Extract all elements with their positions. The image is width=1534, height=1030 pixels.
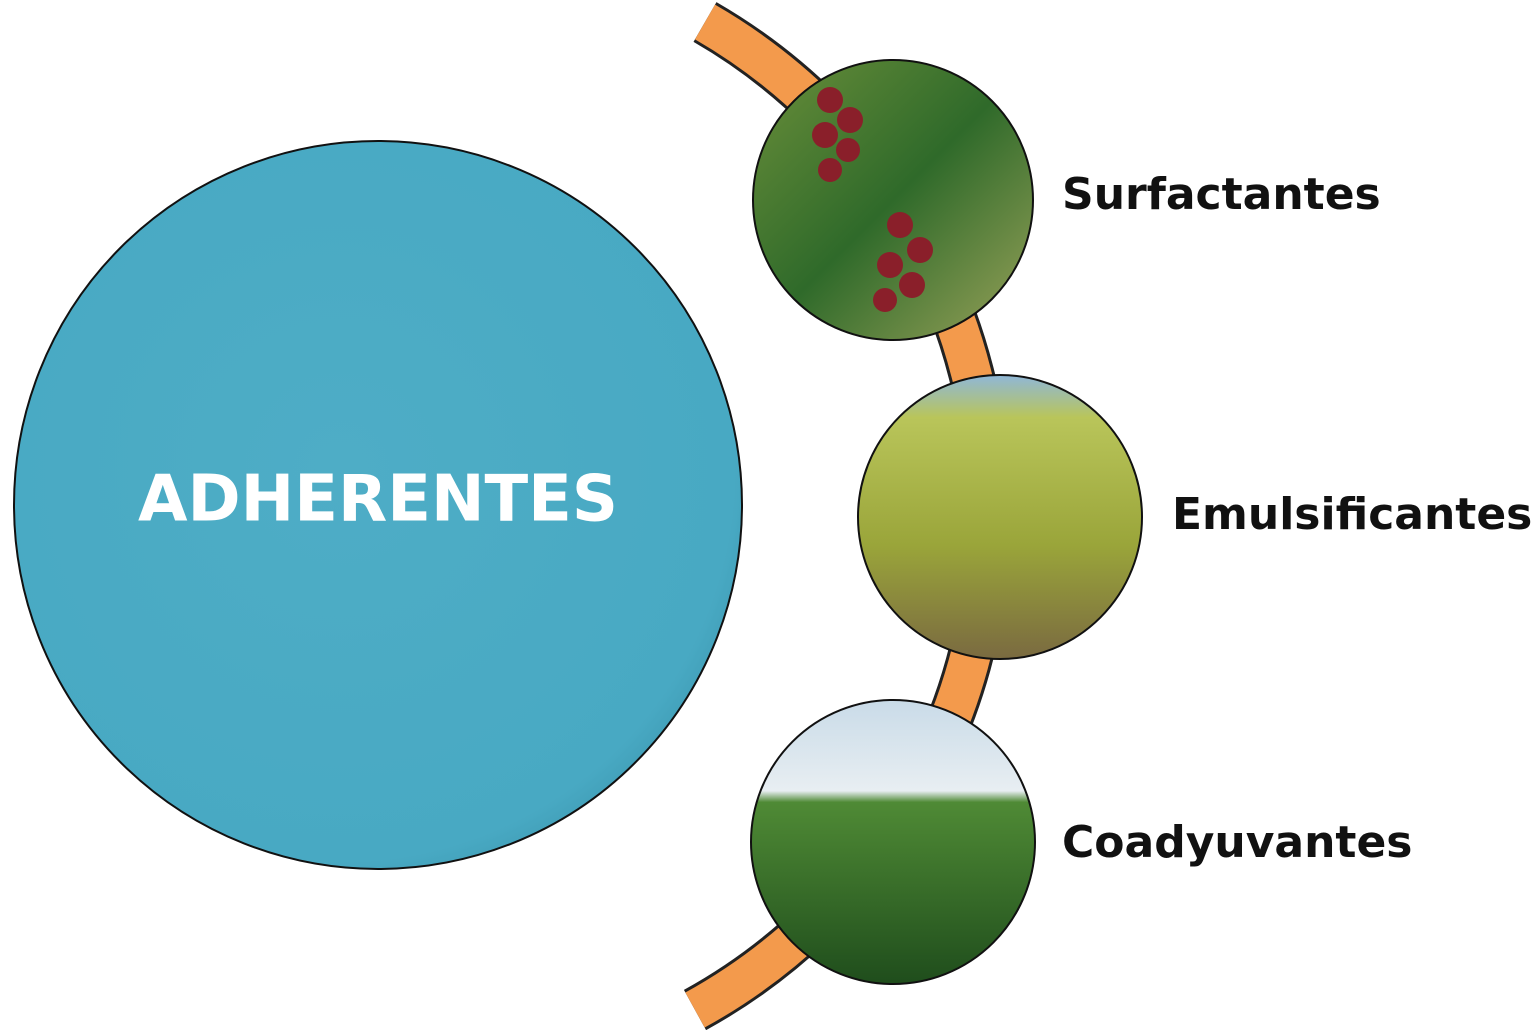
image-berries: [753, 60, 1033, 340]
item-label: Emulsificantes: [1172, 489, 1532, 540]
item-label: Surfactantes: [1062, 169, 1381, 220]
image-bushes: [858, 375, 1142, 659]
item-label: Coadyuvantes: [1062, 817, 1412, 868]
diagram: ADHERENTES Surfactantes Emulsificantes C…: [0, 0, 1534, 1030]
image-field: [751, 700, 1035, 984]
center-label: ADHERENTES: [138, 463, 618, 537]
page: ADHERENTES Surfactantes Emulsificantes C…: [0, 0, 1534, 1030]
